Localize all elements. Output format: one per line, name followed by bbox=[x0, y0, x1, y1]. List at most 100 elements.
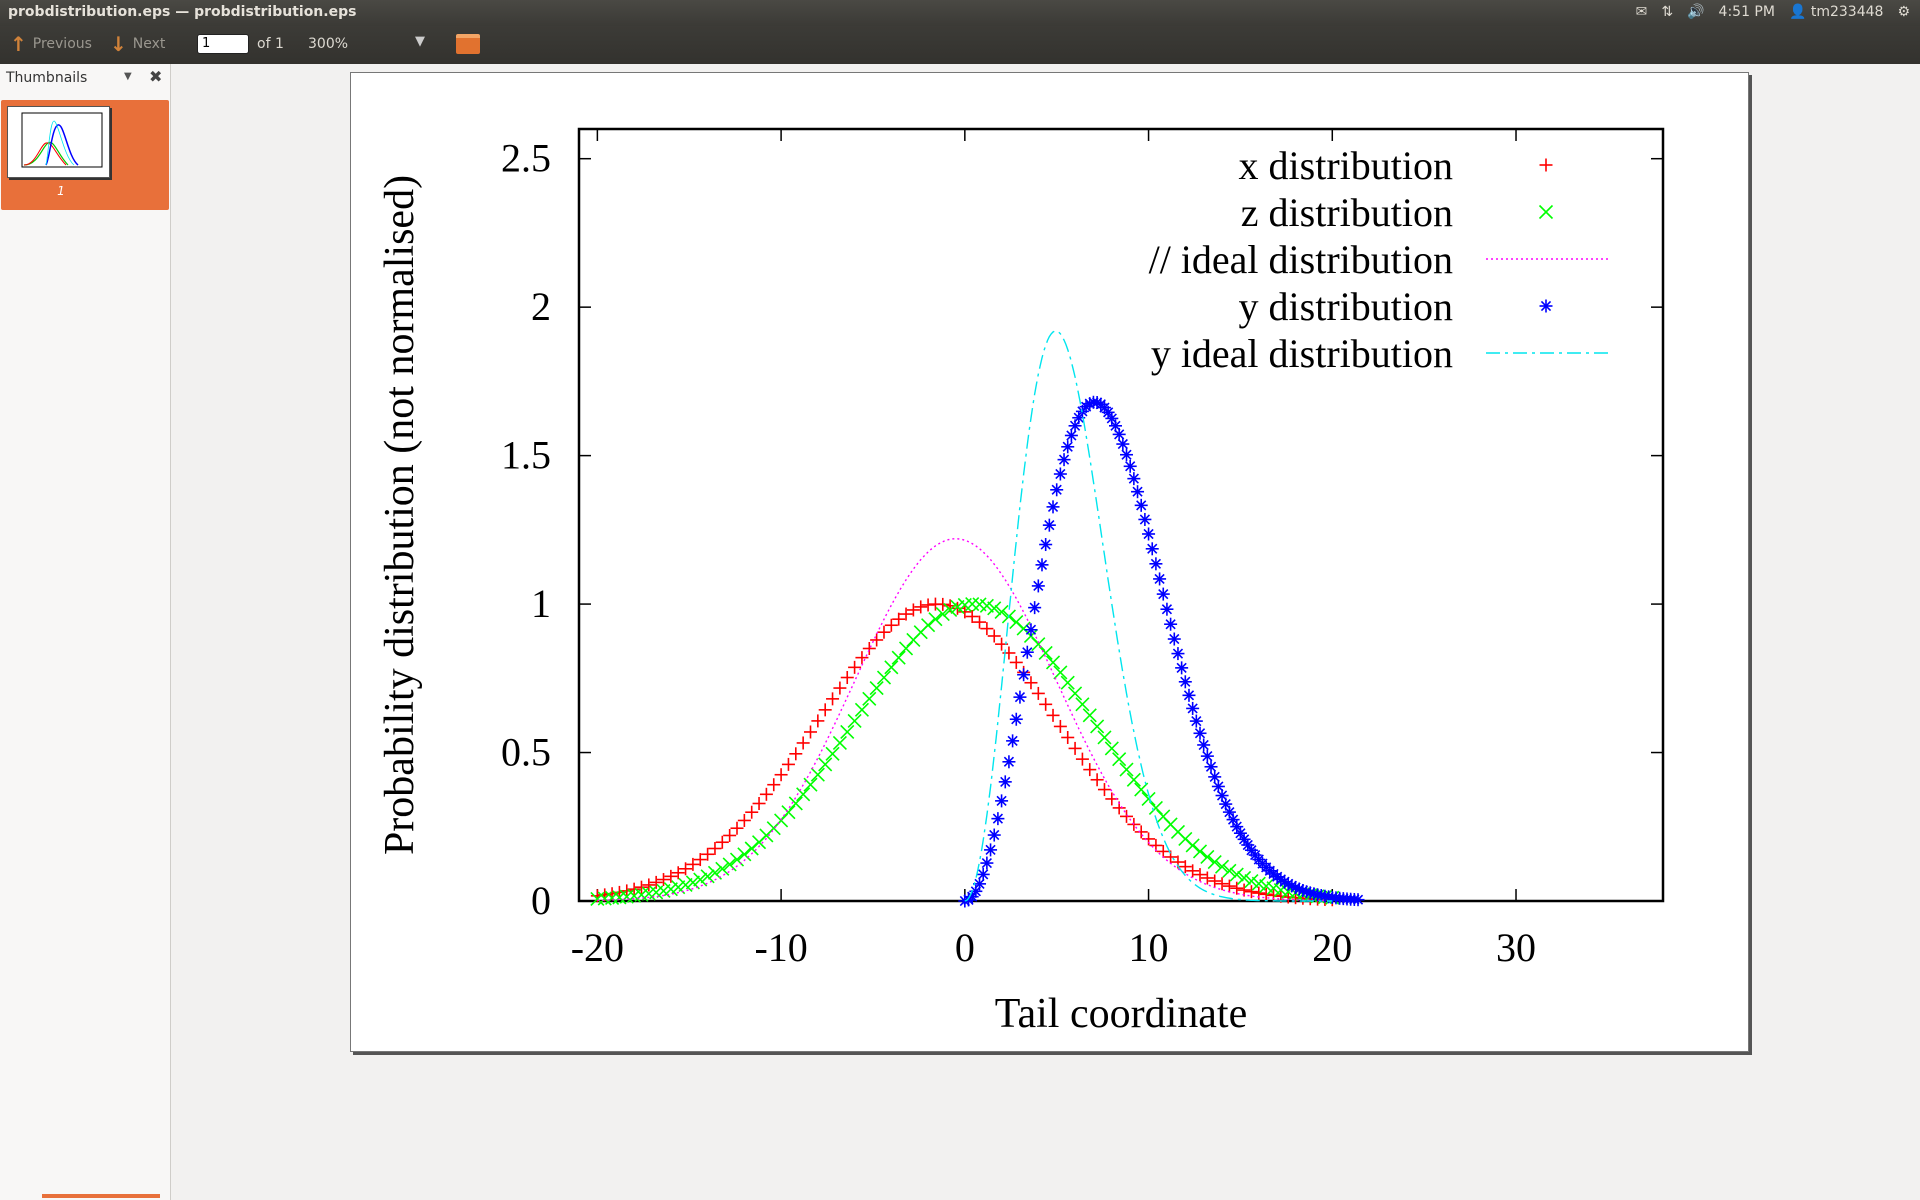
data-point bbox=[818, 757, 833, 772]
data-point bbox=[1031, 637, 1046, 652]
arrow-up-icon: ↑ bbox=[10, 32, 27, 56]
data-point bbox=[1208, 770, 1222, 784]
indicator-area: ✉ ⇅ 🔊 4:51 PM 👤 tm233448 ⚙ bbox=[1636, 4, 1910, 20]
data-point bbox=[914, 600, 928, 614]
volume-icon[interactable]: 🔊 bbox=[1687, 4, 1705, 20]
legend-marker bbox=[1538, 204, 1554, 220]
data-point bbox=[1237, 870, 1252, 886]
open-folder-icon[interactable] bbox=[456, 34, 480, 54]
data-point bbox=[1090, 719, 1105, 734]
data-point bbox=[921, 618, 936, 633]
next-button[interactable]: ↓ Next bbox=[110, 34, 165, 54]
y-axis-label: Probability distribution (not normalised… bbox=[377, 175, 423, 855]
data-point bbox=[1160, 602, 1174, 616]
data-point bbox=[1186, 864, 1200, 878]
legend-label: x distribution bbox=[1239, 143, 1453, 188]
data-point bbox=[1083, 763, 1097, 777]
data-point bbox=[1097, 730, 1112, 745]
data-point bbox=[1141, 791, 1156, 807]
data-point bbox=[892, 612, 906, 626]
page-number-input[interactable]: 1 bbox=[197, 34, 249, 54]
data-point bbox=[1192, 844, 1208, 859]
sidebar-scroll-indicator[interactable] bbox=[42, 1194, 160, 1198]
data-point bbox=[1156, 587, 1170, 601]
thumbnail-page-1[interactable]: 1 bbox=[1, 100, 169, 210]
data-point bbox=[1120, 448, 1134, 462]
data-point bbox=[1024, 676, 1038, 690]
data-point bbox=[745, 805, 759, 819]
data-point bbox=[781, 757, 795, 771]
data-point bbox=[936, 597, 950, 611]
data-point bbox=[1046, 500, 1060, 514]
data-point bbox=[1050, 483, 1064, 497]
data-point bbox=[810, 767, 825, 782]
data-point bbox=[958, 605, 972, 619]
data-point bbox=[1057, 453, 1071, 467]
data-point bbox=[826, 692, 840, 706]
data-point bbox=[1068, 686, 1083, 701]
data-point bbox=[1116, 437, 1130, 451]
data-point bbox=[723, 828, 737, 842]
data-point bbox=[1127, 472, 1141, 486]
data-point bbox=[1061, 440, 1075, 454]
data-point bbox=[855, 651, 869, 665]
data-point bbox=[634, 880, 648, 894]
data-point bbox=[1045, 655, 1061, 670]
data-point bbox=[1090, 773, 1104, 787]
data-point bbox=[1204, 760, 1218, 774]
data-point bbox=[869, 680, 884, 696]
data-point bbox=[848, 660, 862, 674]
data-point bbox=[1208, 874, 1222, 888]
data-point bbox=[1009, 712, 1023, 726]
data-point bbox=[759, 787, 773, 801]
legend-label: y ideal distribution bbox=[1151, 331, 1453, 376]
data-point bbox=[664, 869, 678, 883]
mail-icon[interactable]: ✉ bbox=[1635, 4, 1648, 20]
data-point bbox=[700, 869, 715, 884]
y-tick-label: 1 bbox=[531, 581, 551, 626]
chevron-down-icon[interactable]: ▼ bbox=[124, 71, 132, 82]
data-point bbox=[671, 866, 685, 880]
data-point bbox=[1274, 872, 1288, 886]
x-tick-label: -10 bbox=[754, 925, 807, 970]
data-point bbox=[1035, 558, 1049, 572]
user-name: tm233448 bbox=[1810, 4, 1884, 20]
gear-icon[interactable]: ⚙ bbox=[1897, 4, 1910, 20]
data-point bbox=[752, 796, 766, 810]
data-point bbox=[1038, 645, 1053, 661]
data-point bbox=[1145, 542, 1159, 556]
clock[interactable]: 4:51 PM bbox=[1718, 4, 1775, 20]
data-point bbox=[788, 796, 803, 811]
legend-marker bbox=[1539, 299, 1553, 313]
data-point bbox=[774, 768, 788, 782]
zoom-select[interactable]: 300% bbox=[308, 36, 349, 52]
data-point bbox=[1200, 749, 1214, 763]
data-point bbox=[1266, 888, 1280, 902]
x-tick-label: -20 bbox=[571, 925, 624, 970]
data-point bbox=[1039, 538, 1053, 552]
data-point bbox=[1123, 459, 1137, 473]
user-indicator[interactable]: 👤 tm233448 bbox=[1789, 4, 1883, 20]
data-point bbox=[811, 714, 825, 728]
data-point bbox=[1189, 714, 1203, 728]
previous-button[interactable]: ↑ Previous bbox=[10, 32, 92, 56]
data-point bbox=[1193, 726, 1207, 740]
zoom-dropdown-icon[interactable]: ▼ bbox=[415, 34, 425, 49]
data-point bbox=[825, 746, 840, 761]
network-icon[interactable]: ⇅ bbox=[1661, 4, 1674, 20]
data-point bbox=[854, 702, 870, 717]
close-icon[interactable]: ✖ bbox=[149, 67, 163, 86]
data-point bbox=[1006, 734, 1020, 748]
data-point bbox=[818, 703, 832, 717]
data-point bbox=[1200, 871, 1214, 885]
sidebar-title[interactable]: Thumbnails bbox=[6, 70, 88, 86]
data-point bbox=[994, 604, 1009, 619]
data-point bbox=[722, 857, 737, 872]
thumbnail-plot bbox=[21, 112, 103, 168]
y-tick-label: 0.5 bbox=[501, 730, 551, 775]
data-point bbox=[991, 812, 1005, 826]
data-point bbox=[1182, 688, 1196, 702]
series-line bbox=[597, 538, 1333, 902]
data-point bbox=[1185, 838, 1200, 853]
x-tick-label: 30 bbox=[1496, 925, 1536, 970]
